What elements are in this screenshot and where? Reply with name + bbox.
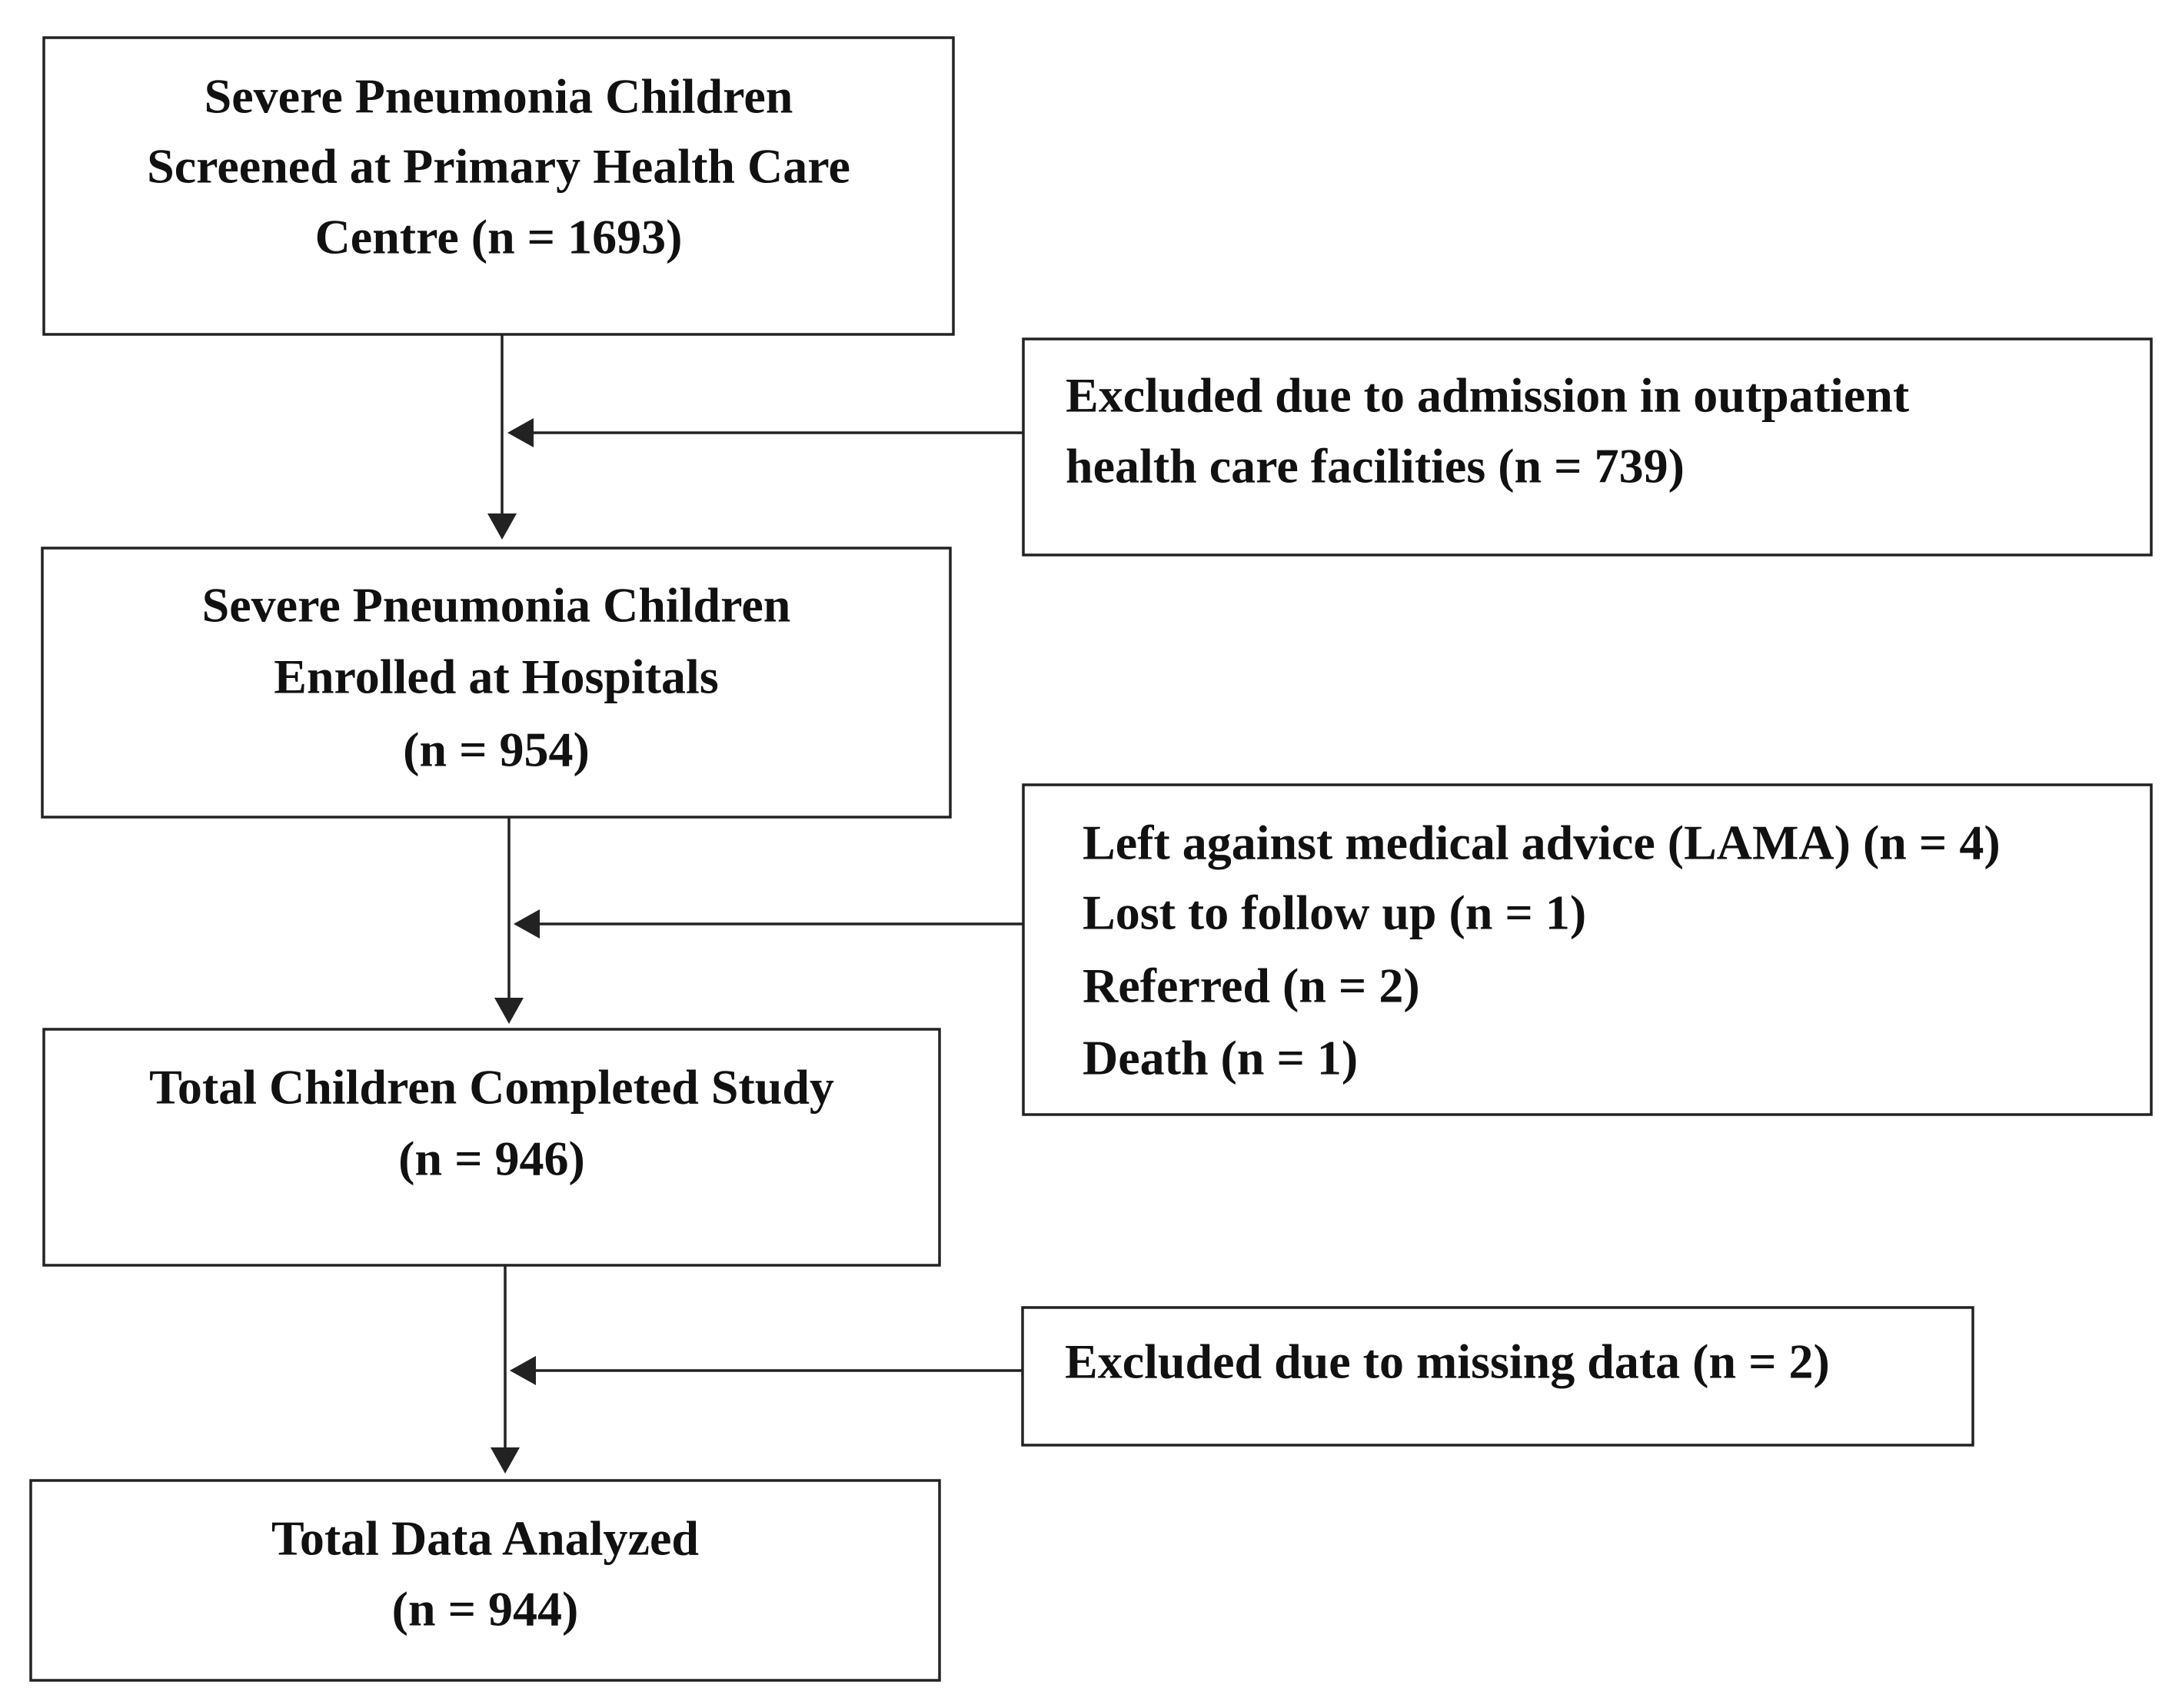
box-text: health care facilities (n = 739)	[1066, 439, 1685, 493]
box-text: Excluded due to admission in outpatient	[1066, 368, 1910, 423]
arrow-head	[510, 1356, 536, 1385]
flow-box	[41, 547, 952, 819]
flow-box	[42, 1028, 941, 1267]
box-text: Left against medical advice (LAMA) (n = …	[1083, 816, 2001, 870]
flow-box	[42, 36, 955, 336]
arrow-head	[514, 909, 540, 939]
flow-box	[29, 1479, 941, 1682]
box-text: (n = 946)	[398, 1131, 585, 1186]
box-text: Total Data Analyzed	[271, 1511, 699, 1566]
arrow-head	[491, 1447, 520, 1474]
box-text: Centre (n = 1693)	[315, 210, 683, 264]
box-text: (n = 954)	[403, 723, 590, 777]
arrow-head	[487, 513, 517, 540]
exclusion-box	[1022, 337, 2153, 557]
box-text: Enrolled at Hospitals	[274, 650, 718, 704]
box-text: Severe Pneumonia Children	[205, 69, 793, 124]
box-text: Total Children Completed Study	[149, 1060, 834, 1115]
exclusion-box	[1021, 1306, 1974, 1447]
box-text: Severe Pneumonia Children	[202, 578, 791, 633]
box-text: (n = 944)	[392, 1582, 579, 1637]
arrow-head	[507, 418, 534, 447]
arrow-head	[494, 998, 524, 1024]
exclusion-box	[1022, 783, 2153, 1116]
box-text: Lost to follow up (n = 1)	[1083, 886, 1586, 940]
box-text: Referred (n = 2)	[1083, 959, 1420, 1013]
box-text: Screened at Primary Health Care	[147, 139, 850, 194]
box-text: Excluded due to missing data (n = 2)	[1065, 1334, 1830, 1389]
box-text: Death (n = 1)	[1083, 1031, 1358, 1085]
